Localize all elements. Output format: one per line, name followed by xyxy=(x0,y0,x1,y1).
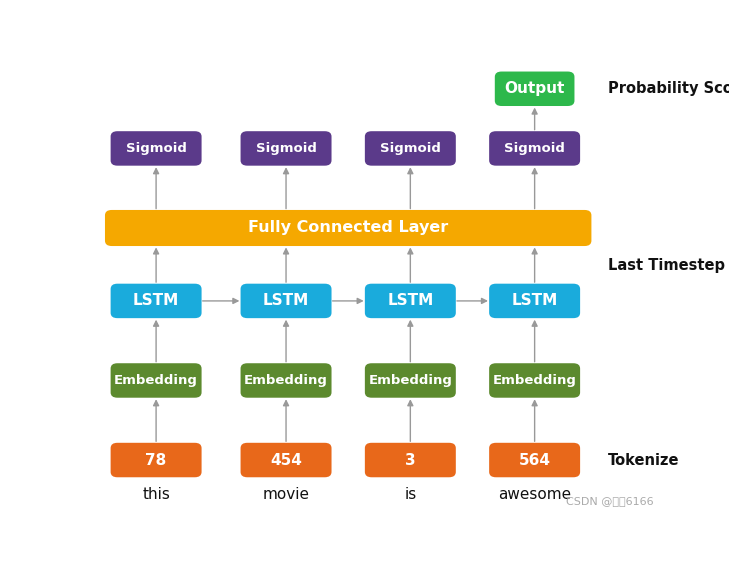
Text: LSTM: LSTM xyxy=(133,293,179,308)
FancyBboxPatch shape xyxy=(111,363,202,398)
Text: 3: 3 xyxy=(405,452,416,468)
FancyBboxPatch shape xyxy=(364,284,456,318)
Text: LSTM: LSTM xyxy=(387,293,434,308)
FancyBboxPatch shape xyxy=(489,363,580,398)
FancyBboxPatch shape xyxy=(364,443,456,477)
Text: is: is xyxy=(404,487,416,502)
Text: awesome: awesome xyxy=(498,487,572,502)
Text: CSDN @云青6166: CSDN @云青6166 xyxy=(566,497,653,506)
Text: this: this xyxy=(142,487,170,502)
Text: LSTM: LSTM xyxy=(512,293,558,308)
Text: Probability Score: Probability Score xyxy=(608,82,729,96)
Text: Embedding: Embedding xyxy=(368,374,452,387)
FancyBboxPatch shape xyxy=(495,72,574,106)
Text: Last Timestep: Last Timestep xyxy=(608,258,725,273)
FancyBboxPatch shape xyxy=(489,443,580,477)
Text: Sigmoid: Sigmoid xyxy=(125,142,187,155)
Text: movie: movie xyxy=(262,487,310,502)
FancyBboxPatch shape xyxy=(241,443,332,477)
Text: Sigmoid: Sigmoid xyxy=(256,142,316,155)
FancyBboxPatch shape xyxy=(111,443,202,477)
Text: 564: 564 xyxy=(518,452,550,468)
FancyBboxPatch shape xyxy=(111,284,202,318)
Text: Embedding: Embedding xyxy=(114,374,198,387)
FancyBboxPatch shape xyxy=(364,363,456,398)
FancyBboxPatch shape xyxy=(111,131,202,166)
FancyBboxPatch shape xyxy=(489,131,580,166)
FancyBboxPatch shape xyxy=(105,210,591,246)
Text: 78: 78 xyxy=(146,452,167,468)
Text: 454: 454 xyxy=(270,452,302,468)
Text: Sigmoid: Sigmoid xyxy=(504,142,565,155)
Text: Embedding: Embedding xyxy=(493,374,577,387)
Text: LSTM: LSTM xyxy=(263,293,309,308)
FancyBboxPatch shape xyxy=(364,131,456,166)
Text: Sigmoid: Sigmoid xyxy=(380,142,441,155)
FancyBboxPatch shape xyxy=(241,363,332,398)
Text: Fully Connected Layer: Fully Connected Layer xyxy=(248,220,448,235)
Text: Tokenize: Tokenize xyxy=(608,452,679,468)
Text: Embedding: Embedding xyxy=(244,374,328,387)
FancyBboxPatch shape xyxy=(241,131,332,166)
Text: Output: Output xyxy=(504,82,565,96)
FancyBboxPatch shape xyxy=(241,284,332,318)
FancyBboxPatch shape xyxy=(489,284,580,318)
